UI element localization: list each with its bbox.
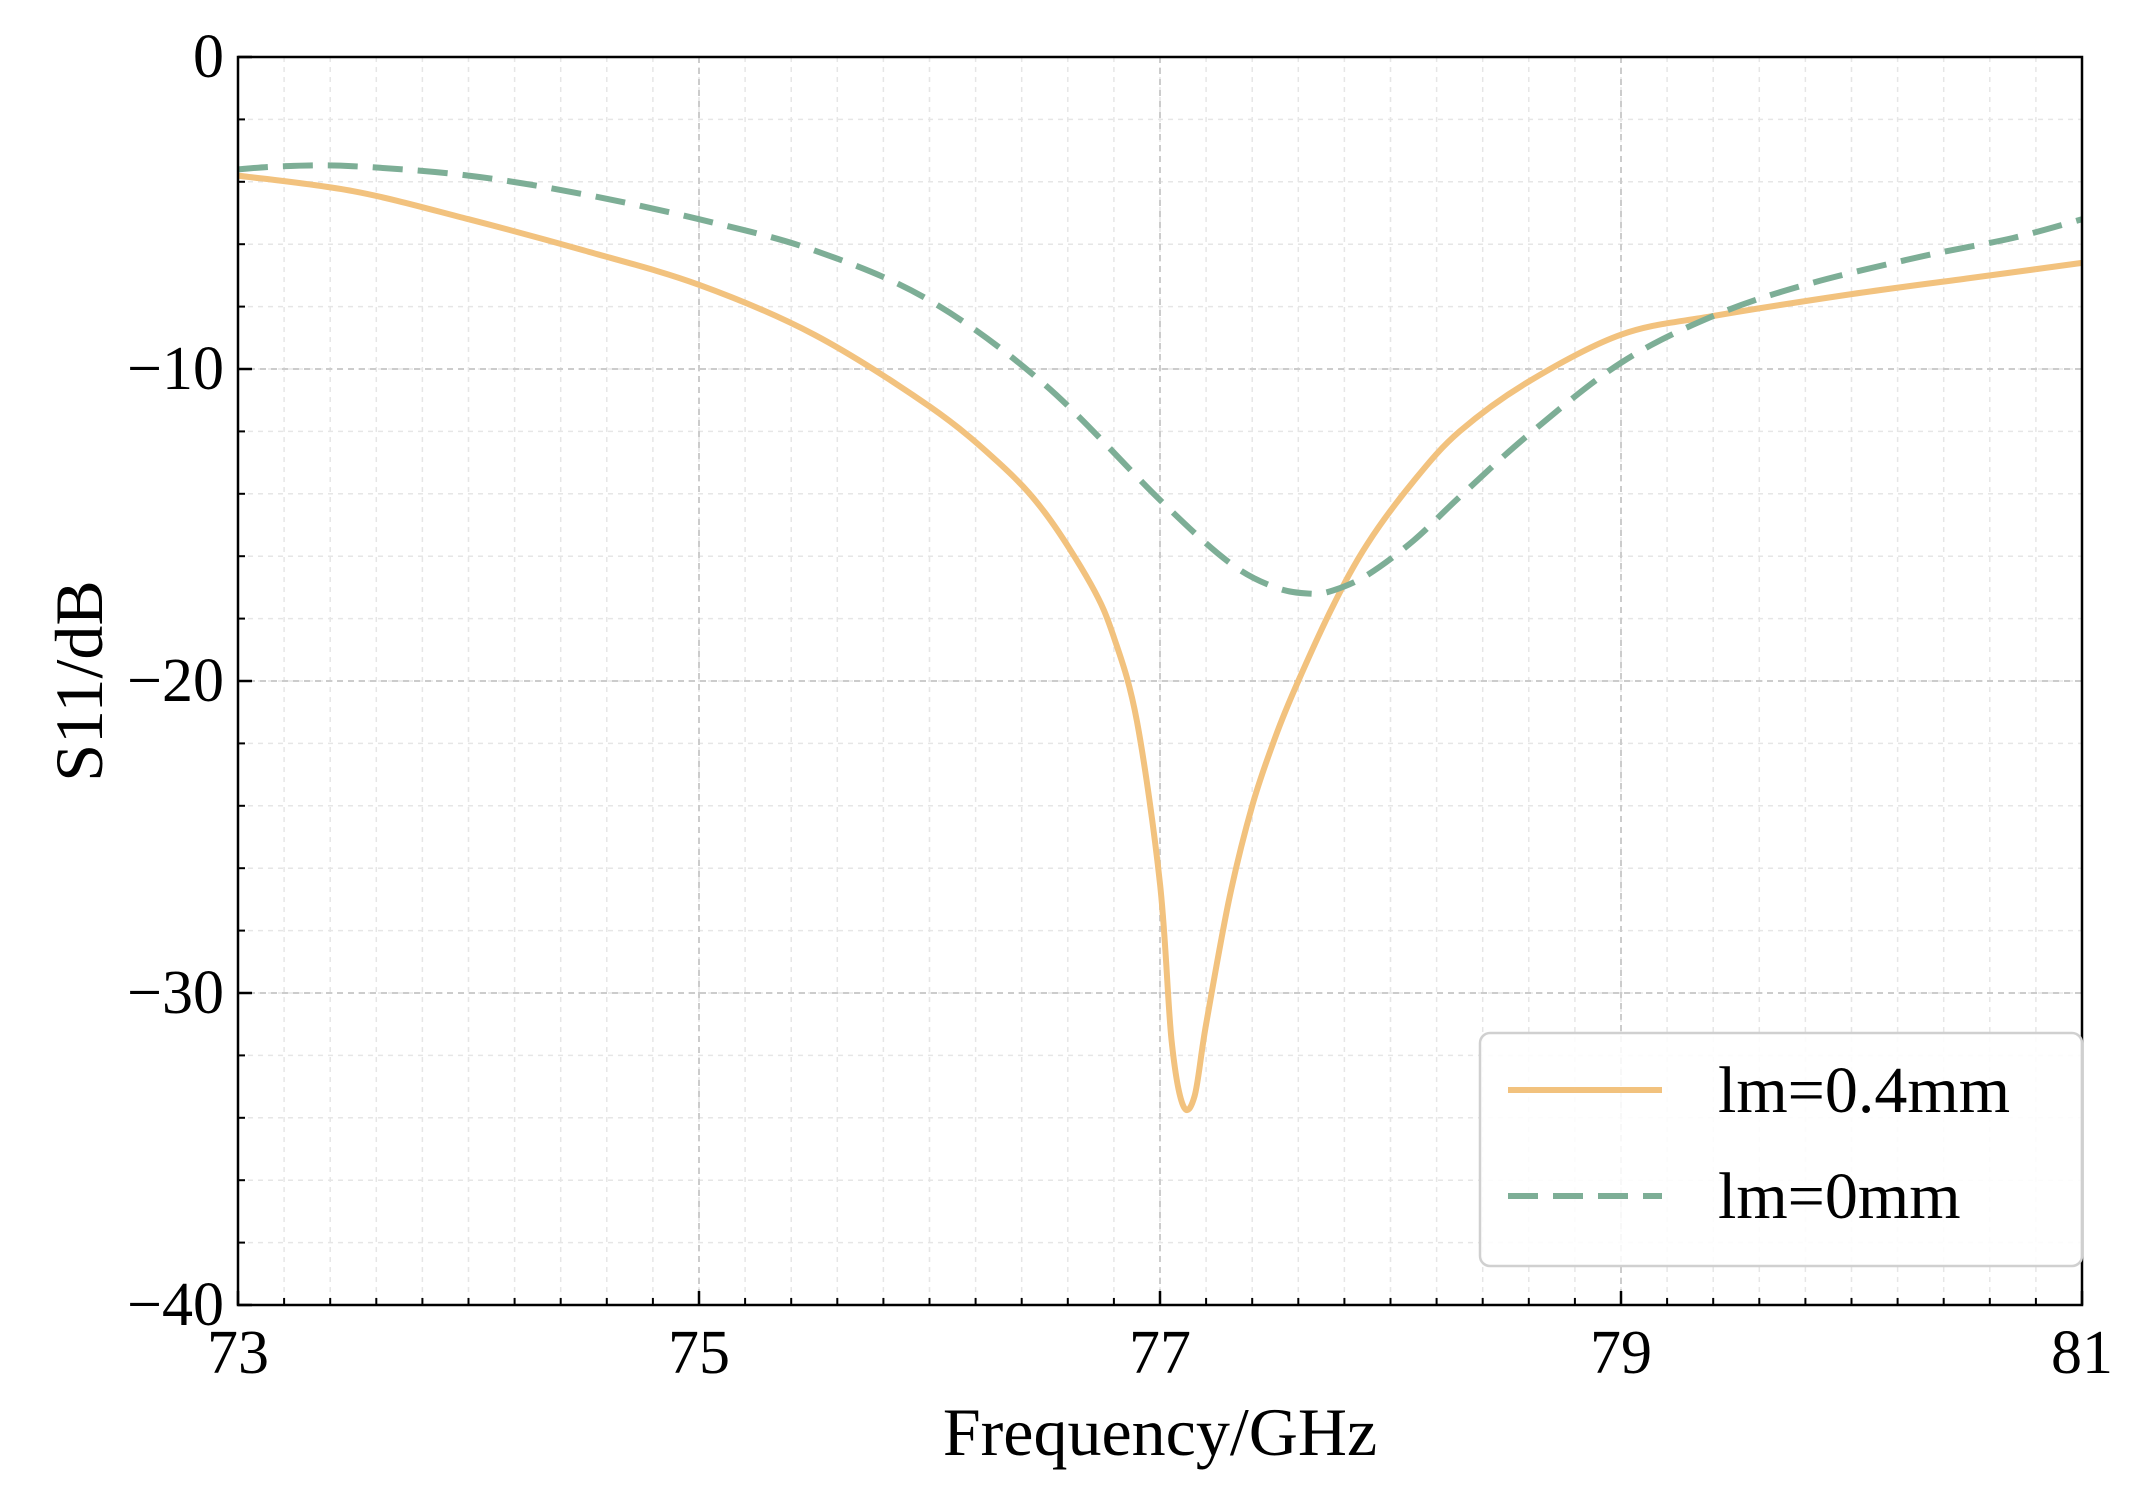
x-tick-label: 81 xyxy=(2051,1319,2113,1387)
y-tick-label: −40 xyxy=(127,1271,224,1339)
series-line-lm-0mm xyxy=(237,162,2083,597)
x-tick-label: 75 xyxy=(668,1319,730,1387)
legend: lm=0.4mm lm=0mm xyxy=(1478,1031,2084,1268)
legend-label-lm-0mm: lm=0mm xyxy=(1718,1160,1961,1233)
y-tick-label: 0 xyxy=(193,23,224,91)
x-tick-labels: 73 75 77 79 81 xyxy=(207,1319,2113,1387)
legend-label-lm-0.4mm: lm=0.4mm xyxy=(1718,1054,2010,1127)
axis-ticks xyxy=(236,55,2084,1307)
x-tick-label: 77 xyxy=(1129,1319,1191,1387)
y-tick-label: −10 xyxy=(127,335,224,403)
series-layer xyxy=(237,162,2083,1114)
y-tick-labels: 0 −10 −20 −30 −40 xyxy=(127,23,224,1339)
x-axis-title: Frequency/GHz xyxy=(943,1394,1377,1470)
series-line-lm-0.4mm xyxy=(237,172,2083,1114)
x-tick-label: 79 xyxy=(1590,1319,1652,1387)
x-tick-label: 73 xyxy=(207,1319,269,1387)
y-axis-title: S11/dB xyxy=(41,580,117,782)
y-tick-label: −20 xyxy=(127,647,224,715)
y-tick-label: −30 xyxy=(127,959,224,1027)
